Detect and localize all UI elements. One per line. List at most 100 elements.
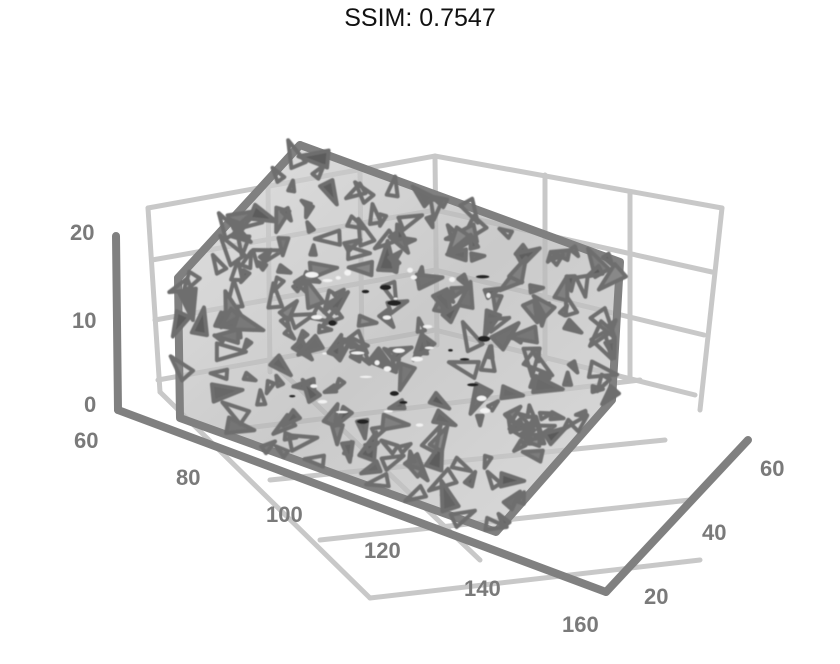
x-tick-label: 80 (176, 465, 200, 490)
cone-marker (276, 263, 293, 275)
cone-marker (255, 388, 268, 407)
cone-marker (587, 319, 615, 348)
cone-marker (475, 413, 485, 428)
cone-marker (264, 378, 277, 396)
x-axis-ticks: 60 80 100 120 140 160 (74, 428, 599, 637)
cone-marker (239, 249, 254, 271)
cone-marker (446, 225, 472, 255)
cone-marker (266, 281, 285, 310)
cone-highlight (310, 384, 318, 388)
cone-marker (359, 459, 383, 476)
cone-highlight (467, 383, 479, 387)
cone-marker (286, 433, 320, 453)
cone-marker (282, 326, 297, 341)
cone-marker (288, 311, 317, 331)
cone-marker (212, 327, 241, 345)
cone-highlight (317, 399, 328, 404)
cone-marker (600, 384, 621, 407)
cone-marker (528, 283, 546, 295)
cone-highlight (322, 278, 333, 283)
cone-highlight (344, 269, 352, 276)
cone-highlight (424, 346, 434, 350)
cone-highlight (379, 284, 392, 291)
cone-marker (369, 350, 380, 365)
cone-markers (167, 138, 628, 532)
cone-marker (469, 251, 487, 263)
cone-marker (226, 216, 248, 236)
cone-marker (296, 333, 325, 357)
cone-marker (561, 417, 575, 432)
cone-highlight (486, 292, 491, 299)
y-axis-ticks: 20 40 60 (644, 456, 784, 609)
cone-marker (424, 214, 435, 230)
cone-marker (387, 249, 403, 265)
cone-highlight (448, 276, 456, 283)
cone-marker (441, 289, 456, 304)
cone-marker (220, 400, 252, 427)
cone-marker (327, 336, 355, 363)
cone-marker (259, 439, 278, 456)
cone-marker (312, 228, 342, 247)
cone-marker (574, 273, 590, 299)
cone-marker (446, 359, 481, 380)
cone-marker (586, 359, 620, 380)
cone-marker (277, 299, 300, 322)
cone-marker (346, 259, 375, 278)
cone-marker (406, 449, 417, 465)
cone-highlight (476, 395, 487, 402)
cone-marker (520, 298, 540, 325)
axis-lines (112, 232, 752, 596)
cone-highlight (459, 358, 470, 361)
cone-marker (413, 330, 430, 356)
cone-marker (589, 329, 614, 361)
cone-marker (485, 469, 503, 491)
cone-marker (396, 441, 413, 455)
cone-marker (235, 233, 252, 259)
cone-marker (588, 306, 617, 340)
cone-marker (286, 138, 308, 171)
cone-marker (247, 202, 279, 224)
cone-marker (299, 198, 313, 211)
cone-marker (484, 315, 512, 334)
cone-highlight (311, 315, 323, 320)
cone-marker (530, 346, 542, 364)
cone-marker (405, 463, 425, 479)
cone-marker (562, 370, 574, 387)
cone-marker (397, 361, 417, 393)
cone-marker (364, 472, 391, 489)
cone-marker (458, 196, 480, 225)
cone-marker (377, 212, 389, 228)
cone-marker (506, 324, 539, 345)
cone-marker (448, 508, 477, 529)
cone-marker (276, 235, 291, 258)
cone-marker (241, 370, 258, 383)
x-tick-label: 120 (364, 538, 401, 563)
cone-marker (396, 213, 425, 232)
cone-marker (601, 251, 615, 268)
cone-marker (440, 302, 462, 325)
cone-marker (309, 303, 338, 325)
cone-highlight (322, 352, 327, 355)
cone-highlight (393, 297, 398, 300)
cone-marker (296, 148, 331, 170)
cone-marker (214, 341, 248, 363)
cone-marker (168, 354, 196, 383)
cone-marker (462, 469, 478, 489)
cone-marker (562, 317, 584, 335)
cone-marker (414, 272, 445, 291)
cone-highlight (361, 289, 370, 294)
cone-marker (478, 344, 497, 374)
cone-marker (515, 490, 527, 506)
cone-marker (303, 276, 326, 311)
z-tick-label: 0 (84, 392, 96, 417)
cone-marker (419, 423, 443, 455)
x-tick-label: 60 (74, 428, 98, 453)
cone-highlight (328, 320, 337, 326)
x-tick-label: 100 (266, 502, 303, 527)
cone-marker (251, 247, 286, 269)
cone-marker (499, 384, 526, 401)
cone-marker (363, 440, 381, 454)
cone-marker (271, 275, 286, 294)
cone-marker (367, 202, 384, 227)
